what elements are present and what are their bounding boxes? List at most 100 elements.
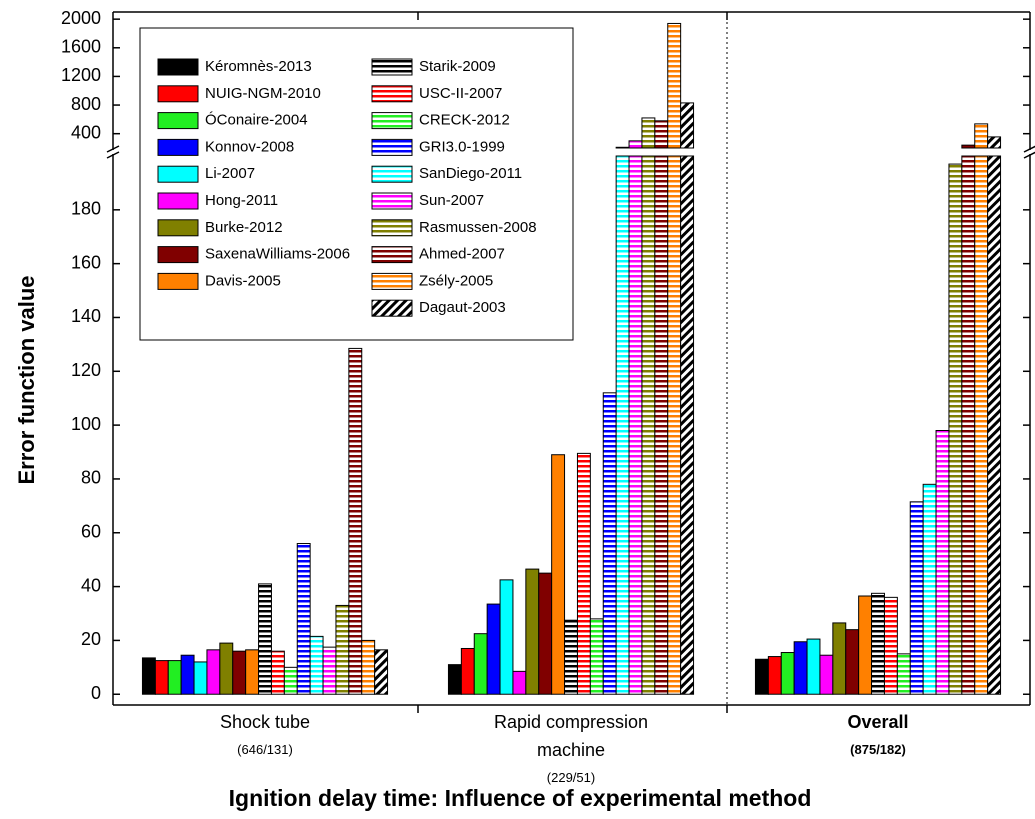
legend-swatch	[157, 272, 199, 290]
legend-swatch	[157, 192, 199, 210]
bar	[667, 22, 682, 149]
bar	[348, 347, 363, 695]
bar	[309, 635, 324, 695]
x-category: Overall (875/182)	[778, 708, 978, 764]
bar	[512, 670, 527, 695]
legend-label: ÓConaire-2004	[205, 112, 308, 129]
bar	[615, 146, 630, 149]
y-tick-label: 0	[91, 683, 101, 703]
legend-label: Hong-2011	[205, 192, 278, 209]
legend-label: Davis-2005	[205, 272, 281, 289]
bar	[754, 658, 769, 695]
legend-swatch	[157, 138, 199, 156]
y-tick-label: 100	[71, 414, 101, 434]
legend-swatch	[371, 246, 413, 264]
bar	[974, 155, 989, 695]
legend-label: NUIG-NGM-2010	[205, 85, 321, 102]
legend-swatch	[371, 138, 413, 156]
legend-swatch	[157, 112, 199, 130]
y-tick-label: 120	[71, 360, 101, 380]
bar	[654, 120, 669, 149]
bar	[845, 629, 860, 695]
y-tick-label: 1600	[61, 37, 101, 57]
y-tick-label: 180	[71, 199, 101, 219]
legend-swatch	[371, 192, 413, 210]
bar	[486, 603, 501, 695]
bar	[525, 568, 540, 695]
bar	[819, 654, 834, 695]
legend-swatch	[371, 219, 413, 237]
bar	[987, 136, 1002, 149]
bar	[335, 604, 350, 695]
bar	[883, 596, 898, 695]
bar	[283, 666, 298, 695]
bar	[564, 619, 578, 695]
bar	[628, 140, 643, 149]
bar	[141, 657, 156, 695]
legend-swatch	[371, 85, 413, 103]
bar	[922, 483, 937, 695]
legend-label: CRECK-2012	[419, 112, 510, 129]
legend-label: USC-II-2007	[419, 85, 502, 102]
bar	[948, 163, 963, 695]
legend-box	[139, 27, 574, 341]
bar	[871, 592, 885, 695]
bar	[460, 647, 475, 695]
bar	[602, 392, 617, 695]
bar	[935, 430, 950, 695]
legend-swatch	[157, 246, 199, 264]
bar	[641, 155, 656, 695]
axis-break	[106, 151, 120, 159]
category-note: (875/182)	[850, 742, 906, 757]
bar	[680, 102, 695, 149]
x-category: Shock tube (646/131)	[165, 708, 365, 764]
bar	[780, 652, 795, 695]
bar	[206, 649, 221, 695]
bar	[589, 618, 604, 695]
bar	[180, 654, 195, 695]
bar	[767, 656, 782, 695]
y-tick-label: 80	[81, 468, 101, 488]
bar	[232, 650, 247, 695]
bar	[167, 660, 182, 695]
bar	[987, 155, 1002, 695]
bar	[322, 646, 337, 695]
bar	[499, 579, 514, 695]
bar	[193, 661, 208, 695]
y-tick-label: 160	[71, 252, 101, 272]
legend-label: Konnov-2008	[205, 138, 294, 155]
bar	[270, 650, 285, 695]
bar	[832, 622, 847, 695]
y-tick-label: 1200	[61, 65, 101, 85]
chart-title: Ignition delay time: Influence of experi…	[229, 785, 812, 811]
legend-swatch	[157, 219, 199, 237]
bar	[551, 454, 566, 695]
legend-swatch	[371, 165, 413, 183]
axis-break	[106, 145, 120, 153]
axis-break	[1023, 151, 1035, 159]
legend-label: Rasmussen-2008	[419, 219, 537, 236]
legend-swatch	[157, 85, 199, 103]
legend-label: Dagaut-2003	[419, 299, 506, 316]
legend-swatch	[371, 272, 413, 290]
legend-swatch	[371, 112, 413, 130]
legend-swatch	[157, 58, 199, 76]
x-tick-label: Rapid compression machine	[493, 712, 649, 760]
legend-label: SaxenaWilliams-2006	[205, 246, 350, 263]
legend-label: Sun-2007	[419, 192, 484, 209]
bar	[961, 155, 976, 695]
bar	[793, 641, 808, 695]
bar	[538, 572, 553, 695]
bar	[961, 144, 976, 149]
bar	[374, 649, 389, 695]
bar	[576, 452, 591, 695]
category-note: (646/131)	[237, 742, 293, 757]
legend-label: Zsély-2005	[419, 272, 493, 289]
bar	[258, 583, 272, 695]
bar	[245, 649, 260, 695]
axis-break	[1023, 145, 1035, 153]
legend-label: Kéromnès-2013	[205, 58, 312, 75]
bar	[219, 642, 234, 695]
